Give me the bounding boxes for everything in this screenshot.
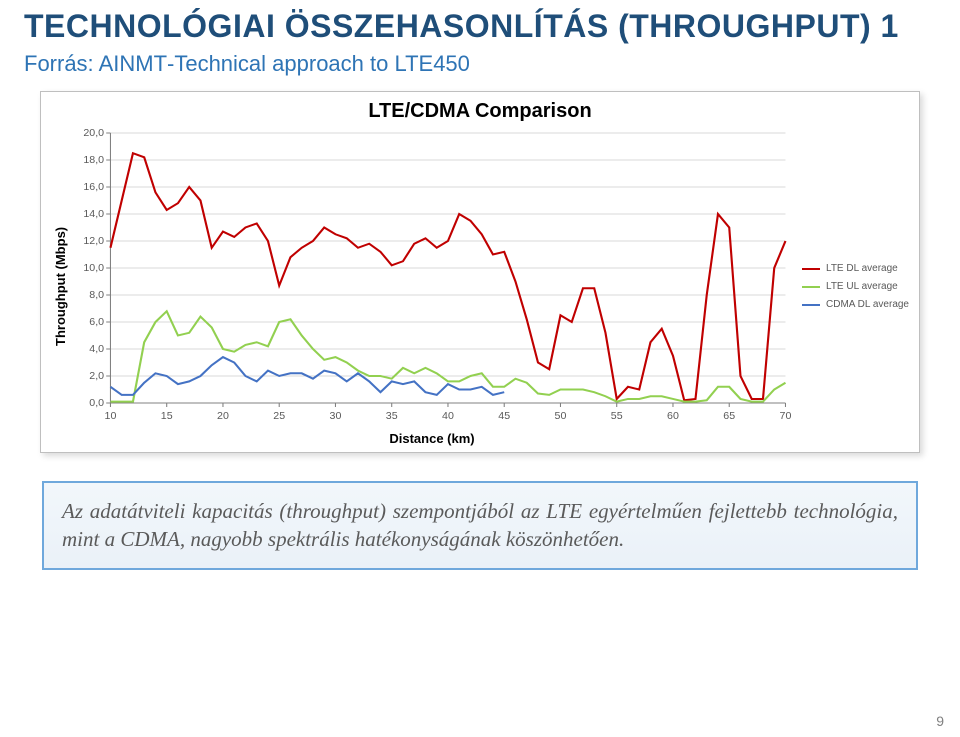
slide-subtitle: Forrás: AINMT‑Technical approach to LTE4…	[24, 51, 936, 77]
svg-text:4,0: 4,0	[89, 344, 104, 355]
legend-label: CDMA DL average	[826, 297, 909, 313]
chart-legend: LTE DL average LTE UL average CDMA DL aver…	[794, 259, 909, 315]
svg-text:15: 15	[161, 411, 173, 422]
svg-text:12,0: 12,0	[83, 236, 104, 247]
svg-text:70: 70	[780, 411, 792, 422]
svg-text:50: 50	[555, 411, 567, 422]
page-number: 9	[936, 713, 944, 729]
svg-text:20: 20	[217, 411, 229, 422]
svg-text:65: 65	[723, 411, 735, 422]
svg-text:16,0: 16,0	[83, 182, 104, 193]
svg-text:55: 55	[611, 411, 623, 422]
legend-label: LTE UL average	[826, 279, 898, 295]
chart-plot-area: 0,0 2,0 4,0 6,0 8,0 10,0 12,0 14,0 16,0 18,0 20,0 1…	[70, 127, 794, 427]
svg-text:18,0: 18,0	[83, 155, 104, 166]
legend-item: LTE UL average	[802, 279, 909, 295]
svg-text:0,0: 0,0	[89, 398, 104, 409]
svg-text:6,0: 6,0	[89, 317, 104, 328]
svg-text:30: 30	[330, 411, 342, 422]
chart-xlabel: Distance (km)	[70, 431, 794, 446]
svg-text:14,0: 14,0	[83, 209, 104, 220]
svg-text:20,0: 20,0	[83, 128, 104, 139]
legend-swatch	[802, 304, 820, 306]
slide-title: TECHNOLÓGIAI ÖSSZEHASONLÍTÁS (THROUGHPUT…	[24, 8, 936, 45]
svg-text:60: 60	[667, 411, 679, 422]
legend-label: LTE DL average	[826, 261, 898, 277]
chart-title: LTE/CDMA Comparison	[51, 100, 909, 123]
svg-text:45: 45	[498, 411, 510, 422]
legend-swatch	[802, 268, 820, 270]
svg-text:10: 10	[105, 411, 117, 422]
legend-swatch	[802, 286, 820, 288]
svg-text:10,0: 10,0	[83, 263, 104, 274]
chart-panel: LTE/CDMA Comparison Throughput (Mbps) 0,…	[40, 91, 920, 453]
svg-text:35: 35	[386, 411, 398, 422]
svg-text:40: 40	[442, 411, 454, 422]
chart-ylabel: Throughput (Mbps)	[51, 127, 70, 446]
legend-item: CDMA DL average	[802, 297, 909, 313]
svg-text:8,0: 8,0	[89, 290, 104, 301]
svg-text:25: 25	[273, 411, 285, 422]
legend-item: LTE DL average	[802, 261, 909, 277]
svg-text:2,0: 2,0	[89, 371, 104, 382]
caption-box: Az adatátviteli kapacitás (throughput) s…	[42, 481, 918, 570]
